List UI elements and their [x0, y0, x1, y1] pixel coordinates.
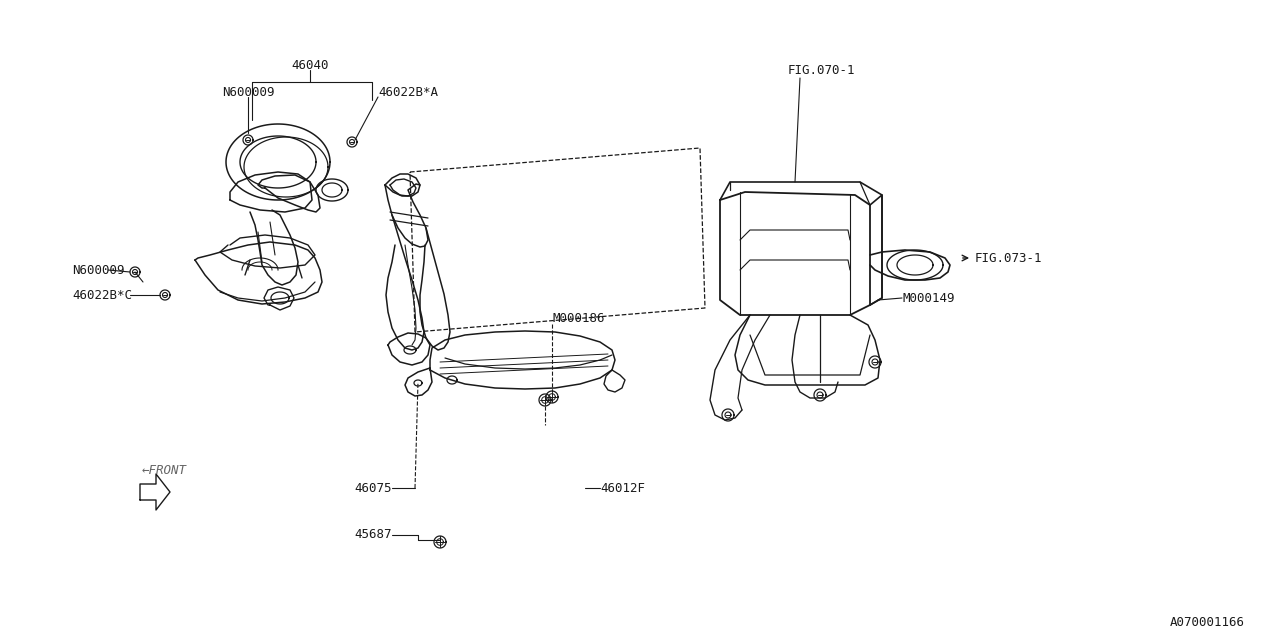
Text: N600009: N600009 [72, 264, 124, 276]
Text: 46022B*A: 46022B*A [378, 86, 438, 99]
Text: ←FRONT: ←FRONT [142, 463, 187, 477]
Text: 46040: 46040 [292, 58, 329, 72]
Text: A070001166: A070001166 [1170, 616, 1245, 628]
Text: 46012F: 46012F [600, 481, 645, 495]
Text: M000186: M000186 [552, 312, 604, 324]
Text: FIG.070-1: FIG.070-1 [788, 63, 855, 77]
Text: 46075: 46075 [355, 481, 392, 495]
Text: FIG.073-1: FIG.073-1 [975, 252, 1042, 264]
Text: 46022B*C: 46022B*C [72, 289, 132, 301]
Text: 45687: 45687 [355, 529, 392, 541]
Text: M000149: M000149 [902, 291, 955, 305]
Text: N600009: N600009 [221, 86, 274, 99]
